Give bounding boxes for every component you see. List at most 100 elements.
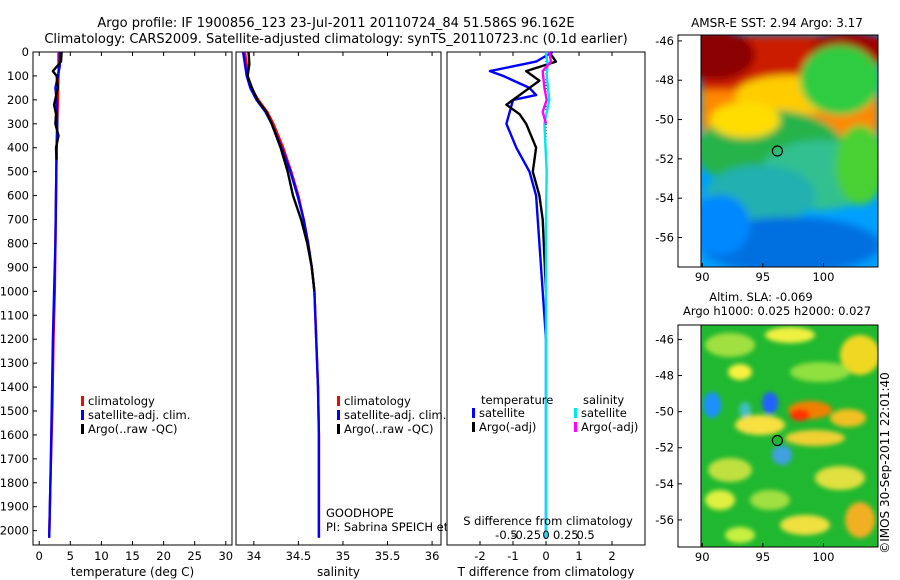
y-tick-label: 700 (7, 213, 29, 227)
legend-label: climatology (88, 394, 155, 408)
x-tick-label: 0 (542, 549, 549, 563)
x-tick-label: 10 (94, 549, 109, 563)
difference-panel: -2 -1 0 1 2 T difference from climatology temp… (446, 50, 646, 579)
series-line-1 (505, 51, 558, 292)
series-line-0 (488, 50, 554, 538)
plot-frame (32, 51, 233, 546)
sst-map: 90 95 100 -46 -48 -50 -52 -54 -56 (655, 34, 879, 284)
legend-swatch (574, 422, 577, 432)
map-y-tick-label: -54 (655, 191, 674, 205)
top-tick-label: -0.5 (495, 528, 517, 542)
series-line-3 (541, 51, 553, 125)
y-tick-label: 500 (7, 165, 29, 179)
legend-swatch (574, 408, 577, 418)
y-tick-label: 1300 (0, 356, 29, 370)
x-tick-label: -2 (474, 549, 485, 563)
legend-label: climatology (344, 394, 411, 408)
x-tick-label: 30 (218, 549, 233, 563)
top-tick-label: 0.5 (576, 528, 594, 542)
x-tick-label: 34 (247, 549, 262, 563)
series-line-2 (51, 51, 63, 160)
x-tick-label: 0 (36, 549, 43, 563)
legend-header-salinity: salinity (583, 393, 624, 407)
map-axis-frame (677, 34, 702, 268)
x-tick-label: -1 (507, 549, 518, 563)
x-axis-label: temperature (deg C) (71, 565, 194, 579)
map-y-tick-label: -52 (655, 441, 674, 455)
legend-label: Argo(-adj) (479, 420, 536, 434)
y-tick-label: 0 (22, 45, 29, 59)
legend-swatch (81, 424, 84, 434)
map-axis-frame (677, 324, 702, 548)
legend-label: satellite (479, 406, 525, 420)
y-tick-label: 200 (7, 93, 29, 107)
map-y-tick-label: -54 (655, 477, 674, 491)
map-y-tick-label: -56 (655, 231, 674, 245)
series-line-2 (246, 51, 316, 292)
sla-map-title-line1: Altim. SLA: -0.069 (709, 290, 813, 304)
goodhope-annotation: GOODHOPE (326, 506, 394, 520)
x-tick-label: 35.5 (375, 549, 401, 563)
y-tick-label: 400 (7, 141, 29, 155)
x-tick-label: 1 (575, 549, 582, 563)
legend-swatch (337, 410, 340, 420)
legend-swatch (337, 396, 340, 406)
map-x-tick-label: 100 (812, 550, 834, 564)
series-line-1 (241, 51, 321, 538)
legend-swatch (472, 422, 475, 432)
sst-heatmap-field (701, 35, 878, 267)
x-tick-label: 15 (125, 549, 140, 563)
map-x-tick-label: 90 (695, 270, 710, 284)
y-tick-label: 100 (7, 69, 29, 83)
map-y-tick-label: -48 (655, 73, 674, 87)
legend-label: Argo(-adj) (581, 420, 638, 434)
top-tick-label: 0.25 (553, 528, 579, 542)
plot-frame (235, 51, 442, 546)
legend-label: satellite-adj. clim. (344, 408, 446, 422)
map-y-tick-label: -46 (655, 332, 674, 346)
map-y-tick-label: -56 (655, 513, 674, 527)
sla-map: 90 95 100 -46 -48 -50 -52 -54 -56 (655, 324, 879, 564)
legend-label: satellite (581, 406, 627, 420)
y-tick-label: 2000 (0, 524, 29, 538)
map-y-tick-label: -48 (655, 369, 674, 383)
legend-swatch (81, 396, 84, 406)
map-x-tick-label: 95 (756, 270, 771, 284)
x-tick-label: 2 (608, 549, 615, 563)
y-tick-label: 1200 (0, 332, 29, 346)
map-y-tick-label: -50 (655, 113, 674, 127)
map-y-tick-label: -46 (655, 34, 674, 48)
y-tick-label: 600 (7, 189, 29, 203)
x-tick-label: 36 (425, 549, 440, 563)
sla-map-title-line2: Argo h1000: 0.025 h2000: 0.027 (683, 304, 871, 318)
x-tick-label: 25 (187, 549, 202, 563)
y-tick-label: 1500 (0, 404, 29, 418)
x-tick-label: 34.5 (286, 549, 312, 563)
y-tick-label: 1900 (0, 500, 29, 514)
x-tick-label: 20 (156, 549, 171, 563)
y-tick-label: 900 (7, 260, 29, 274)
map-y-tick-label: -50 (655, 405, 674, 419)
y-tick-label: 1400 (0, 380, 29, 394)
legend-label: Argo(..raw -QC) (88, 422, 178, 436)
sst-argo-position-marker (771, 145, 783, 157)
map-x-tick-label: 95 (756, 550, 771, 564)
sst-map-title: AMSR-E SST: 2.94 Argo: 3.17 (691, 16, 863, 30)
x-tick-label: 35 (336, 549, 351, 563)
y-tick-label: 800 (7, 236, 29, 250)
imos-credit: ©IMOS 30-Sep-2011 22:01:40 (878, 372, 892, 554)
legend-header-temperature: temperature (481, 393, 553, 407)
top-tick-label: -0.25 (511, 528, 541, 542)
x-tick-label: 5 (67, 549, 74, 563)
legend-swatch (337, 424, 340, 434)
map-y-tick-label: -52 (655, 152, 674, 166)
y-tick-label: 1600 (0, 428, 29, 442)
x-axis-label: T difference from climatology (457, 565, 635, 579)
x-axis-label: salinity (317, 565, 360, 579)
y-tick-label: 300 (7, 117, 29, 131)
legend-swatch (81, 410, 84, 420)
y-tick-label: 1000 (0, 284, 29, 298)
temperature-panel: 0 5 10 15 20 25 300100200300400500600700800900… (0, 45, 233, 579)
y-tick-label: 1100 (0, 308, 29, 322)
